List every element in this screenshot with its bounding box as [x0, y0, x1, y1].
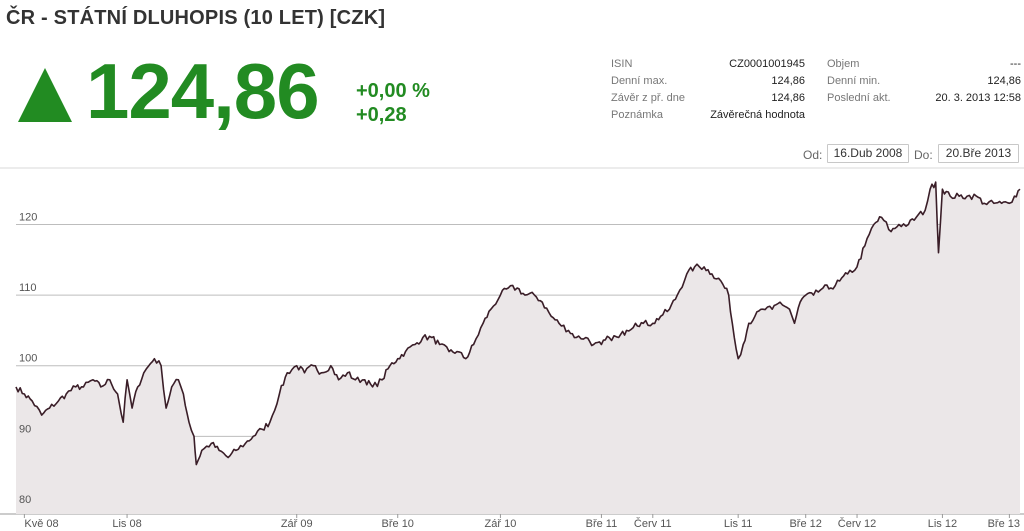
y-tick-label: 100: [19, 353, 37, 365]
day-min-label: Denní min.: [827, 75, 881, 87]
last-update-value: 20. 3. 2013 12:58: [935, 92, 1021, 104]
volume-label: Objem: [827, 58, 860, 70]
to-date-input[interactable]: 20.Bře 2013: [938, 144, 1019, 163]
page-title: ČR - STÁTNÍ DLUHOPIS (10 LET) [CZK]: [6, 7, 386, 29]
day-max-value: 124,86: [771, 75, 805, 87]
to-date-label: Do:: [914, 148, 933, 162]
up-arrow-icon: [18, 68, 72, 122]
change-percent: +0,00 %: [356, 80, 430, 102]
x-tick-label: Lis 08: [112, 518, 141, 530]
x-tick-label: Zář 10: [485, 518, 517, 530]
from-date-label: Od:: [803, 148, 823, 162]
prev-close-value: 124,86: [771, 92, 805, 104]
last-update-label: Poslední akt.: [827, 92, 891, 104]
x-tick-label: Bře 13: [988, 518, 1020, 530]
y-tick-label: 80: [19, 494, 31, 506]
day-min-value: 124,86: [987, 75, 1021, 87]
note-label: Poznámka: [611, 109, 663, 121]
isin-value: CZ0001001945: [729, 58, 805, 70]
y-tick-label: 120: [19, 211, 37, 223]
isin-label: ISIN: [611, 58, 633, 70]
x-tick-label: Kvě 08: [24, 518, 58, 530]
prev-close-label: Závěr z př. dne: [611, 92, 685, 104]
x-tick-label: Bře 11: [586, 518, 618, 530]
change-absolute: +0,28: [356, 104, 407, 126]
x-tick-label: Bře 10: [382, 518, 414, 530]
x-tick-label: Bře 12: [789, 518, 821, 530]
x-tick-label: Lis 12: [928, 518, 957, 530]
volume-value: ---: [1010, 58, 1021, 70]
y-tick-label: 110: [19, 282, 37, 294]
current-price: 124,86: [86, 47, 320, 135]
series-area: [16, 182, 1020, 514]
note-value: Závěrečná hodnota: [710, 109, 805, 121]
x-tick-label: Červ 11: [634, 517, 672, 530]
y-tick-label: 90: [19, 423, 31, 435]
series-line: [15, 181, 1021, 466]
day-max-label: Denní max.: [611, 75, 668, 87]
x-tick-label: Lis 11: [724, 518, 753, 530]
x-tick-label: Červ 12: [838, 517, 877, 530]
from-date-input[interactable]: 16.Dub 2008: [827, 144, 909, 163]
x-tick-label: Zář 09: [281, 518, 313, 530]
